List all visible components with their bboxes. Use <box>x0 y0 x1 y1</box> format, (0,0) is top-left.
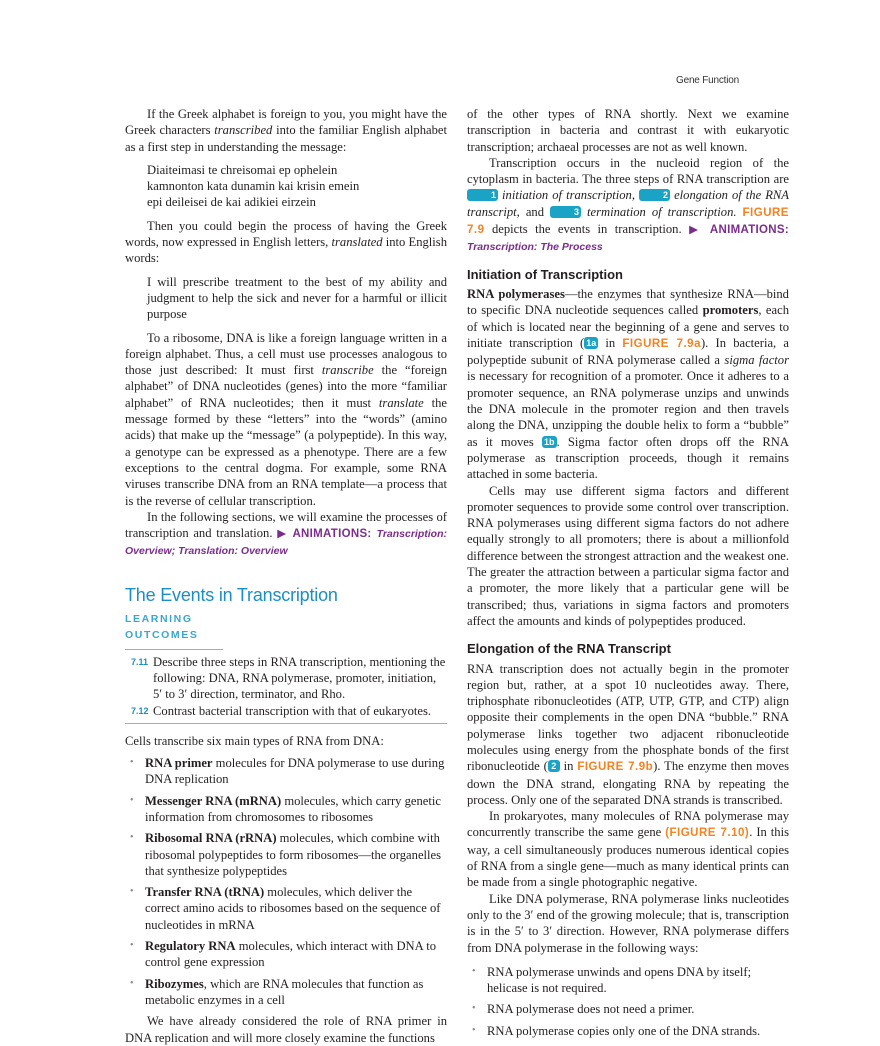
list-item: Regulatory RNA molecules, which interact… <box>125 938 447 971</box>
rna-types-intro: Cells transcribe six main types of RNA f… <box>125 733 384 748</box>
list-item: Messenger RNA (mRNA) molecules, which ca… <box>125 793 447 826</box>
learning-outcome: 7.11 Describe three steps in RNA transcri… <box>131 654 446 702</box>
list-item: Ribosomal RNA (rRNA) molecules, which co… <box>125 830 447 879</box>
right-column: of the other types of RNA shortly. Next … <box>467 106 789 1044</box>
paragraph-continued: of the other types of RNA shortly. Next … <box>467 107 789 154</box>
step-3-badge: 3 <box>550 205 582 218</box>
list-item: RNA polymerase copies only one of the DN… <box>467 1023 789 1040</box>
paragraph-following-sections: In the following sections, we will exami… <box>125 509 447 558</box>
step-1b-badge: 1b <box>542 435 557 448</box>
animations-link[interactable]: ▶ ANIMATIONS: <box>277 528 377 541</box>
paragraph-translate: Then you could begin the process of havi… <box>125 218 447 266</box>
list-item: RNA polymerase unwinds and opens DNA by … <box>467 964 789 997</box>
animation-title-link[interactable]: Transcription: The Process <box>467 241 603 254</box>
differences-list: RNA polymerase unwinds and opens DNA by … <box>467 964 789 1039</box>
step-2-badge: 2 <box>547 760 560 773</box>
paragraph-initiation: RNA polymerases—the enzymes that synthes… <box>467 286 789 482</box>
rna-types-list: RNA primer molecules for DNA polymerase … <box>125 755 447 1008</box>
paragraph-prokaryotes: In prokaryotes, many molecules of RNA po… <box>467 809 789 890</box>
list-item: RNA primer molecules for DNA polymerase … <box>125 755 447 788</box>
learning-outcomes-label: LEARNING OUTCOMES <box>125 611 223 650</box>
subheading-elongation: Elongation of the RNA Transcript <box>467 641 671 657</box>
list-item: Ribozymes, which are RNA molecules that … <box>125 976 447 1009</box>
learning-outcomes-list: 7.11 Describe three steps in RNA transcri… <box>125 654 447 724</box>
paragraph-three-steps: Transcription occurs in the nucleoid reg… <box>467 155 789 254</box>
subheading-initiation: Initiation of Transcription <box>467 266 623 282</box>
oath-quote: I will prescribe treatment to the best o… <box>147 274 447 322</box>
figure-7-9-link[interactable]: FIGURE 7.9 <box>467 206 789 237</box>
animations-link[interactable]: ▶ ANIMATIONS: <box>689 224 789 237</box>
paragraph-ribosome: To a ribosome, DNA is like a foreign lan… <box>125 330 447 508</box>
running-head: Gene Function <box>676 75 739 86</box>
list-item: Transfer RNA (tRNA) molecules, which del… <box>125 884 447 933</box>
paragraph-elongation: RNA transcription does not actually begi… <box>467 661 790 807</box>
animation-titles-link[interactable]: Transcription: Overview; Translation: Ov… <box>125 528 447 558</box>
figure-7-9b-link[interactable]: FIGURE 7.9b <box>577 761 654 774</box>
list-item: RNA polymerase does not need a primer. <box>467 1001 789 1018</box>
learning-outcome: 7.12 Contrast bacterial transcription wit… <box>131 703 432 718</box>
left-column: If the Greek alphabet is foreign to you,… <box>125 106 447 1046</box>
step-1-badge: 1 <box>467 189 499 202</box>
greek-transliteration: Diaiteimasi te chreisomai ep ophelein ka… <box>147 162 360 210</box>
paragraph-sigma-factors: Cells may use different sigma factors an… <box>467 483 789 628</box>
figure-7-10-link[interactable]: (FIGURE 7.10) <box>665 827 750 840</box>
paragraph-like-dna-polymerase: Like DNA polymerase, RNA polymerase link… <box>467 891 789 955</box>
paragraph-rna-primer: We have already considered the role of R… <box>125 1014 447 1045</box>
figure-7-9a-link[interactable]: FIGURE 7.9a <box>622 337 701 350</box>
paragraph-greek-intro: If the Greek alphabet is foreign to you,… <box>125 107 447 154</box>
step-1a-badge: 1a <box>584 336 599 349</box>
step-2-badge: 2 <box>639 189 671 202</box>
section-title: The Events in Transcription <box>125 584 338 605</box>
